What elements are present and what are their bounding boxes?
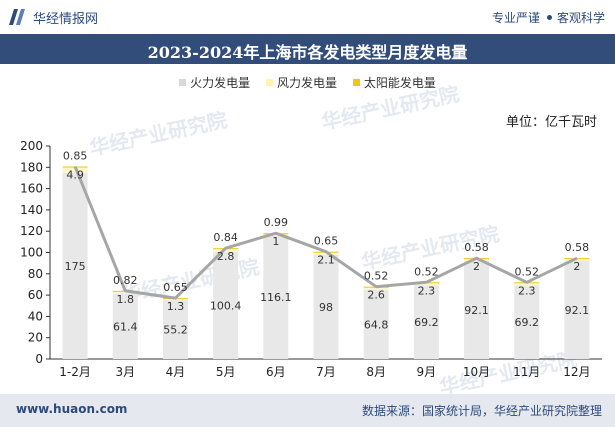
x-tick-label: 12月 — [563, 365, 590, 379]
legend-swatch-solar — [352, 79, 360, 86]
slogan-left: 专业严谨 — [491, 11, 540, 25]
data-label-solar: 0.65 — [163, 281, 188, 294]
data-label-wind: 2.3 — [518, 284, 536, 297]
bar-thermal — [313, 254, 339, 359]
bar-thermal — [363, 289, 389, 359]
footer-bar — [0, 394, 615, 427]
footer-url: www.huaon.com — [16, 402, 128, 416]
series-trend-line — [73, 165, 578, 300]
slogan-right: 客观科学 — [556, 11, 605, 25]
x-tick-label: 9月 — [417, 365, 437, 379]
brand-name: 华经情报网 — [33, 12, 99, 27]
y-tick-label: 60 — [28, 288, 43, 302]
x-tick-label: 6月 — [266, 365, 286, 379]
data-label-thermal: 69.2 — [414, 316, 439, 329]
data-label-solar: 0.85 — [63, 150, 88, 163]
slogan: 专业严谨 客观科学 — [492, 9, 605, 26]
data-label-solar: 0.84 — [213, 231, 238, 244]
bar-wind — [112, 291, 138, 294]
data-label-wind: 2 — [473, 260, 480, 273]
dot-icon — [546, 15, 552, 20]
y-tick-label: 20 — [28, 331, 43, 345]
x-tick-label: 1-2月 — [59, 365, 91, 379]
x-tick-label: 3月 — [115, 365, 135, 379]
footer-source: 数据来源：国家统计局，华经产业研究院整理 — [361, 404, 602, 418]
data-label-wind: 2.6 — [367, 289, 385, 302]
data-label-wind: 2 — [573, 260, 580, 273]
legend-swatch-wind — [265, 79, 273, 86]
bar-thermal — [162, 300, 188, 359]
bar-thermal — [514, 285, 540, 359]
legend-item-solar: 太阳能发电量 — [352, 74, 436, 91]
y-tick-label: 0 — [35, 352, 43, 366]
y-tick-label: 100 — [20, 246, 43, 260]
data-label-solar: 0.52 — [364, 270, 389, 283]
y-tick-label: 40 — [28, 309, 43, 323]
legend-label-wind: 风力发电量 — [276, 76, 337, 90]
data-label-wind: 1.3 — [167, 300, 185, 313]
legend-item-thermal: 火力发电量 — [179, 74, 250, 91]
data-label-solar: 0.82 — [113, 274, 138, 287]
chart-legend: 火力发电量 风力发电量 太阳能发电量 — [0, 74, 615, 91]
data-label-wind: 2.1 — [317, 254, 335, 267]
legend-label-solar: 太阳能发电量 — [363, 76, 436, 90]
bar-thermal — [413, 285, 439, 359]
y-tick-label: 80 — [28, 267, 43, 281]
data-label-thermal: 116.1 — [260, 291, 292, 304]
top-header: 华经情报网 专业严谨 客观科学 — [0, 0, 615, 34]
bar-thermal — [213, 252, 239, 359]
data-label-thermal: 69.2 — [514, 316, 539, 329]
bar-wind — [213, 249, 239, 253]
data-label-solar: 0.52 — [514, 265, 539, 278]
x-tick-label: 10月 — [463, 365, 490, 379]
x-tick-label: 5月 — [216, 365, 236, 379]
x-tick-label: 4月 — [166, 365, 186, 379]
data-label-wind: 2.3 — [418, 284, 436, 297]
bar-thermal — [464, 260, 490, 359]
x-tick-label: 8月 — [366, 365, 386, 379]
bar-thermal — [564, 260, 590, 359]
data-label-thermal: 92.1 — [464, 304, 489, 317]
data-label-wind: 2.8 — [217, 250, 235, 263]
bar-thermal — [112, 293, 138, 359]
y-tick-label: 140 — [20, 203, 43, 217]
y-tick-label: 180 — [20, 160, 43, 174]
legend-item-wind: 风力发电量 — [265, 74, 337, 91]
data-label-solar: 0.99 — [264, 216, 289, 229]
data-label-solar: 0.52 — [414, 265, 439, 278]
data-label-solar: 0.65 — [314, 235, 339, 248]
y-tick-label: 160 — [20, 182, 43, 196]
legend-swatch-thermal — [179, 79, 187, 86]
title-bar — [0, 34, 615, 64]
bar-wind — [363, 287, 389, 290]
data-label-thermal: 175 — [65, 260, 86, 273]
x-tick-label: 7月 — [316, 365, 336, 379]
bar-wind — [263, 234, 289, 236]
data-label-thermal: 55.2 — [163, 324, 188, 337]
data-label-thermal: 98 — [319, 301, 333, 314]
data-label-solar: 0.58 — [464, 241, 489, 254]
data-label-thermal: 61.4 — [113, 320, 138, 333]
chart-plot: 0 20 40 60 80 100 120 140 160 180 200 1-2月 3月 4月 5月 6月 7… — [20, 139, 602, 379]
data-label-thermal: 100.4 — [210, 300, 242, 313]
data-label-thermal: 64.8 — [364, 318, 389, 331]
data-label-wind: 1.8 — [117, 293, 135, 306]
unit-label: 单位：亿千瓦时 — [505, 115, 597, 130]
legend-label-thermal: 火力发电量 — [190, 76, 251, 90]
bar-thermal — [62, 172, 88, 359]
data-label-thermal: 92.1 — [565, 304, 590, 317]
y-tick-label: 200 — [20, 139, 43, 153]
data-label-wind: 4.9 — [66, 169, 84, 182]
chart-title: 2023-2024年上海市各发电类型月度发电量 — [147, 43, 468, 62]
bar-wind — [413, 282, 439, 286]
bar-wind — [514, 282, 540, 286]
data-label-solar: 0.58 — [565, 241, 590, 254]
x-tick-label: 11月 — [513, 365, 540, 379]
y-tick-label: 120 — [20, 224, 43, 238]
data-label-wind: 1 — [272, 235, 279, 248]
bar-thermal — [263, 235, 289, 359]
huajing-logo-icon — [9, 9, 25, 25]
